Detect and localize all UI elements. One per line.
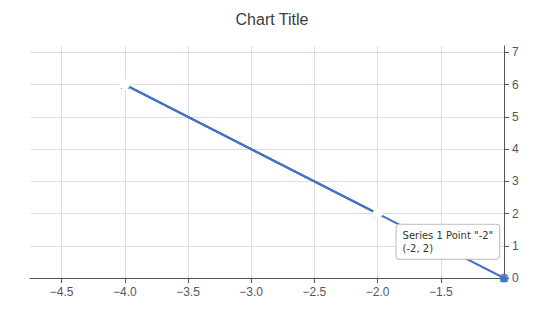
svg-text:−4.5: −4.5 [50,285,74,299]
svg-text:5: 5 [512,110,519,124]
svg-text:Chart Title: Chart Title [236,11,309,28]
svg-text:−4.0: −4.0 [113,285,137,299]
svg-text:7: 7 [512,45,519,59]
svg-text:−2.0: −2.0 [366,285,390,299]
svg-text:3: 3 [512,174,519,188]
svg-text:−2.5: −2.5 [303,285,327,299]
svg-text:6: 6 [512,78,519,92]
svg-text:−1.5: −1.5 [429,285,453,299]
svg-text:1: 1 [512,239,519,253]
svg-text:Series 1 Point "-2": Series 1 Point "-2" [403,230,494,241]
svg-text:(-2, 2): (-2, 2) [403,243,434,254]
svg-text:4: 4 [512,142,519,156]
svg-text:−3.5: −3.5 [176,285,200,299]
svg-text:−3.0: −3.0 [239,285,263,299]
svg-text:2: 2 [512,207,519,221]
svg-text:0: 0 [512,271,519,285]
